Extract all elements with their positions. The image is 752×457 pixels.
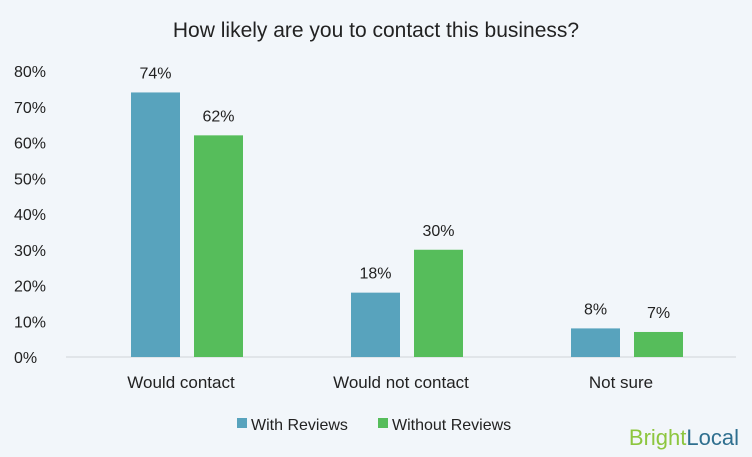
legend: With Reviews Without Reviews — [237, 417, 511, 434]
legend-swatch — [378, 418, 388, 428]
bar-with-reviews — [351, 292, 400, 357]
category-label: Would not contact — [333, 373, 469, 392]
y-tick-label: 50% — [14, 171, 46, 188]
bar-with-reviews — [131, 92, 180, 357]
data-label: 62% — [202, 108, 234, 125]
legend-label: Without Reviews — [392, 417, 511, 434]
data-labels: 74% 62% 18% 30% 8% 7% — [139, 65, 670, 322]
bar-without-reviews — [634, 331, 683, 357]
logo-part-bright: Bright — [629, 425, 686, 450]
data-label: 30% — [422, 223, 454, 240]
category-label: Would contact — [127, 373, 235, 392]
data-label: 74% — [139, 65, 171, 82]
category-label: Not sure — [589, 373, 653, 392]
y-tick-label: 20% — [14, 279, 46, 296]
y-axis-ticks: 0% 10% 20% 30% 40% 50% 60% 70% 80% — [14, 64, 46, 367]
data-label: 8% — [584, 301, 607, 318]
y-tick-label: 80% — [14, 64, 46, 81]
brightlocal-logo: BrightLocal — [629, 425, 739, 450]
y-tick-label: 0% — [14, 350, 37, 367]
y-tick-label: 40% — [14, 207, 46, 224]
legend-label: With Reviews — [251, 417, 348, 434]
bars — [131, 92, 683, 357]
data-label: 18% — [359, 266, 391, 283]
y-tick-label: 30% — [14, 243, 46, 260]
data-label: 7% — [647, 305, 670, 322]
chart-title: How likely are you to contact this busin… — [173, 19, 579, 42]
bar-without-reviews — [414, 249, 463, 357]
y-tick-label: 70% — [14, 100, 46, 117]
y-tick-label: 10% — [14, 314, 46, 331]
legend-swatch — [237, 418, 247, 428]
bar-with-reviews — [571, 328, 620, 357]
x-axis-categories: Would contact Would not contact Not sure — [127, 373, 653, 392]
y-tick-label: 60% — [14, 136, 46, 153]
bar-without-reviews — [194, 135, 243, 357]
logo-part-local: Local — [686, 425, 739, 450]
